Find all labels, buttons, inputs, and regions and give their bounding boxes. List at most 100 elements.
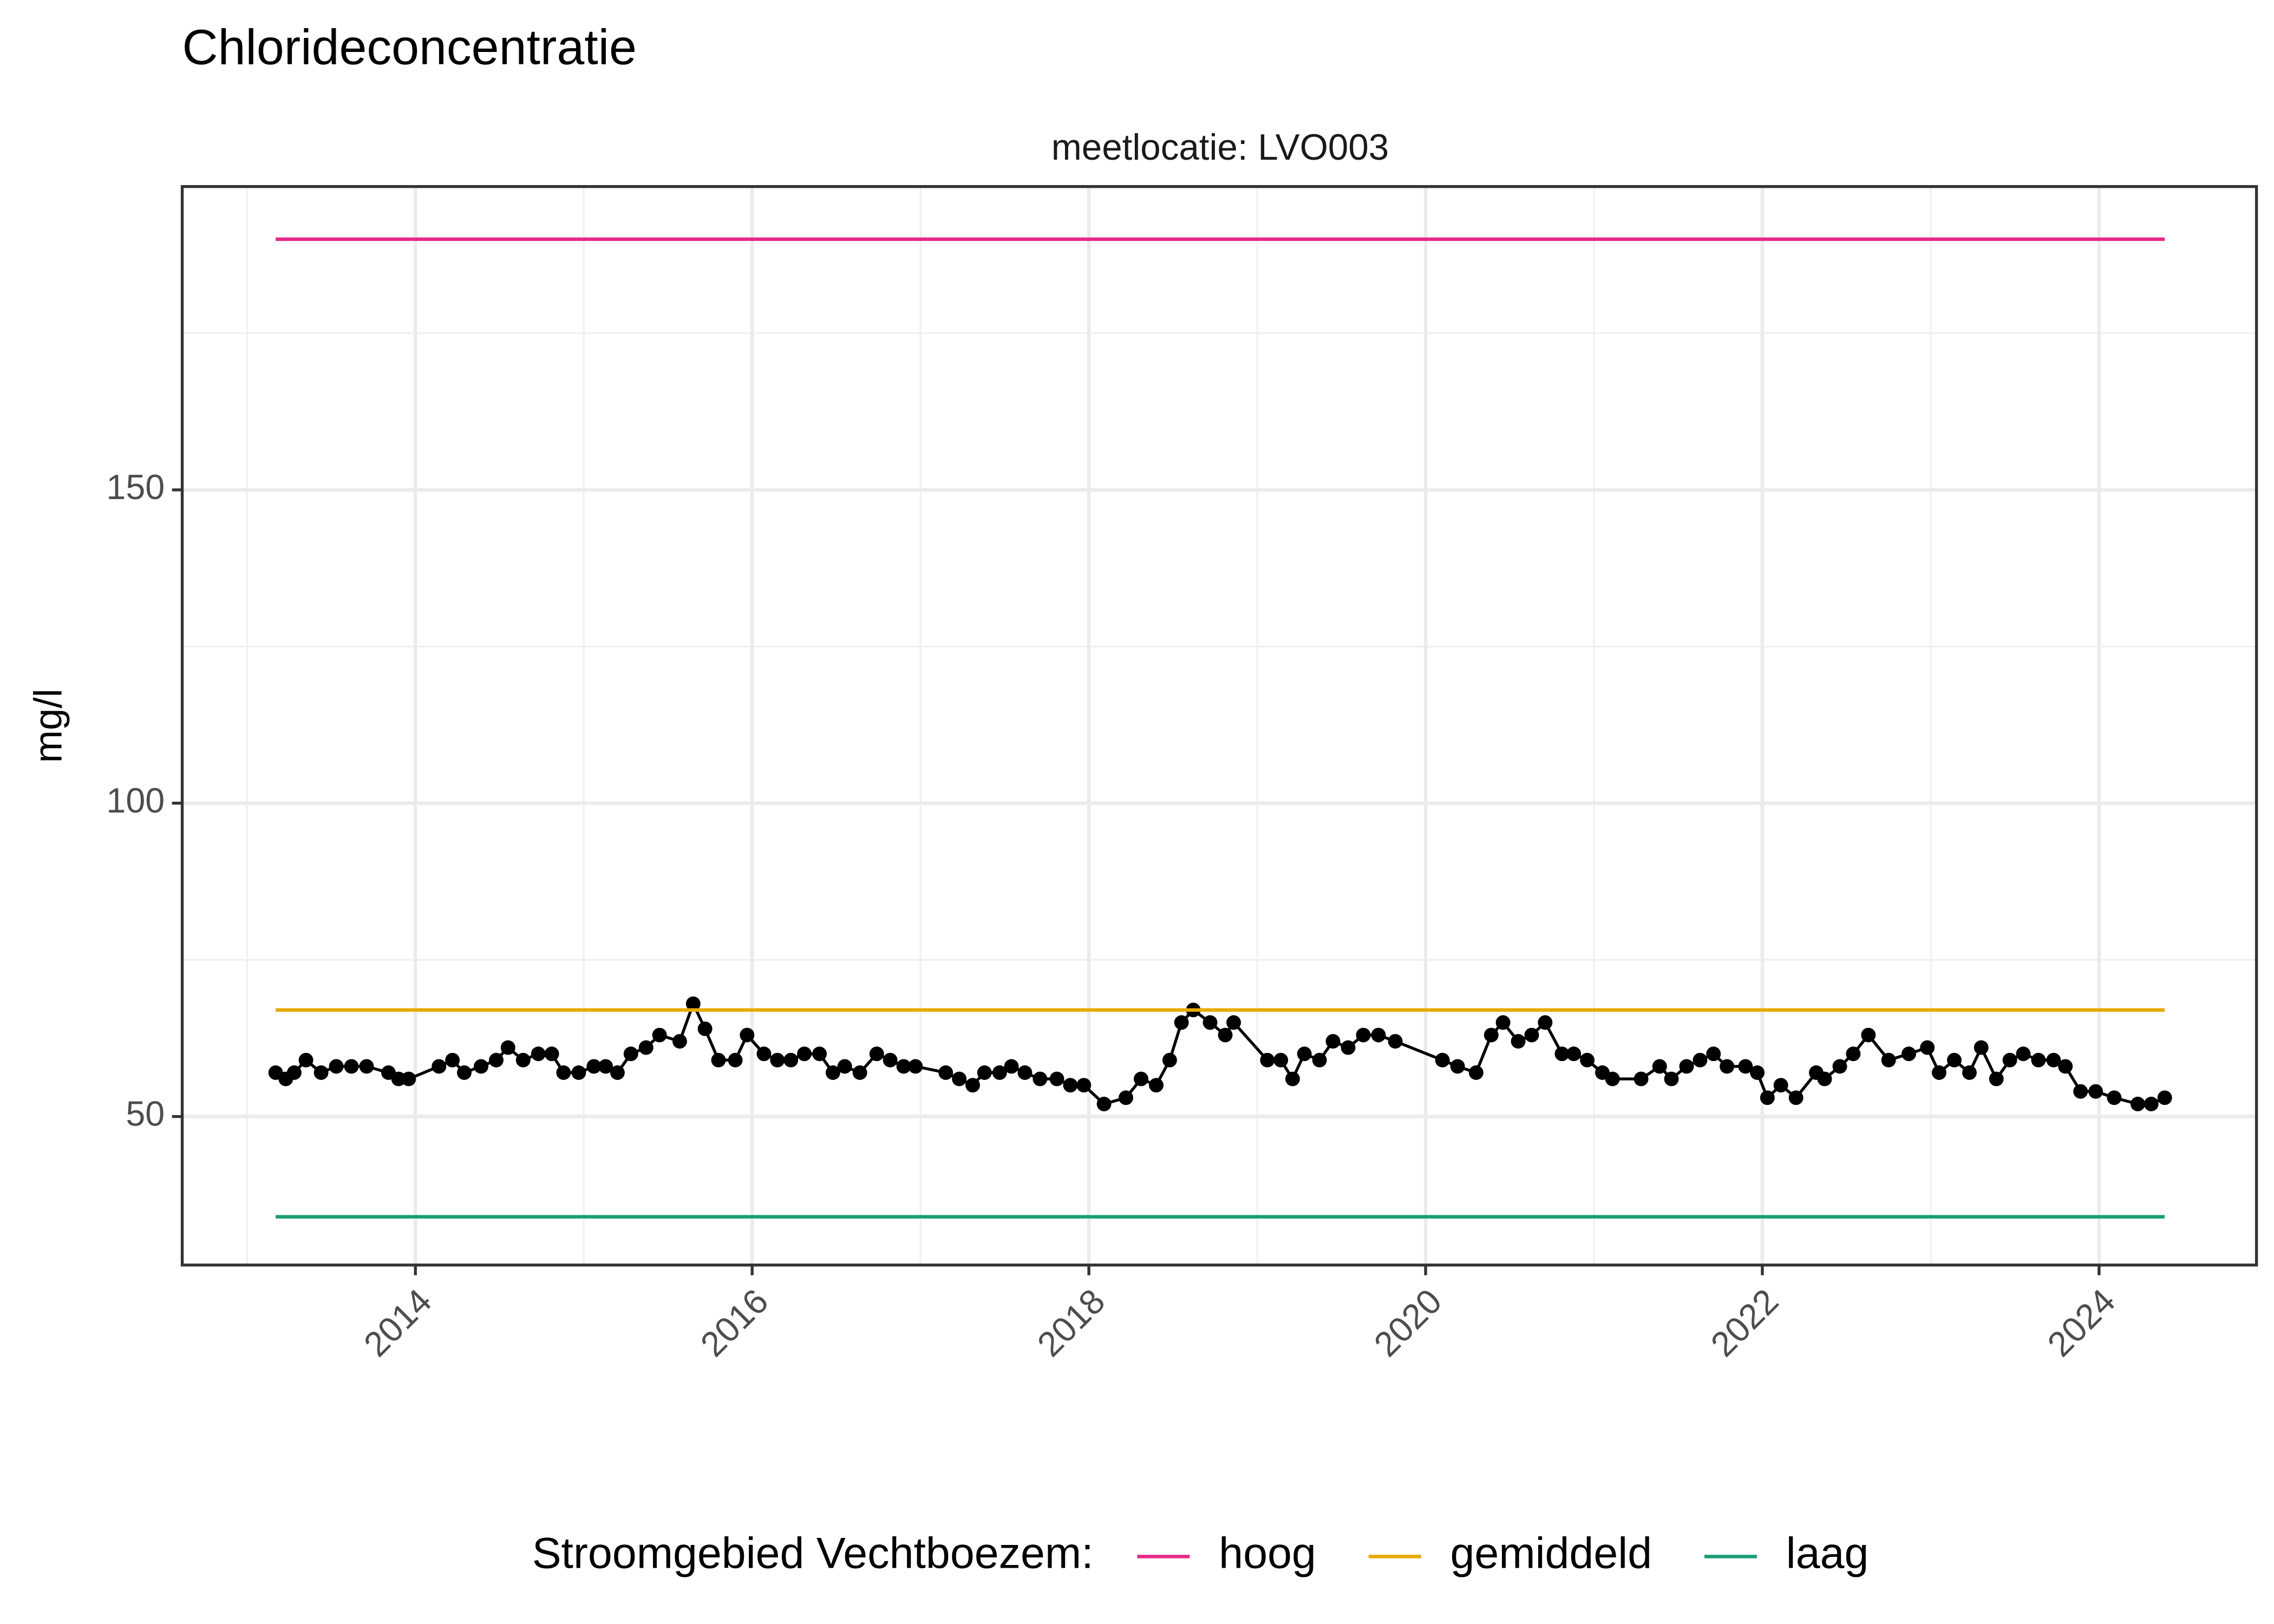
data-point xyxy=(685,996,701,1011)
data-point xyxy=(825,1065,840,1080)
facet-label: meetlocatie: LVO003 xyxy=(1051,127,1389,168)
data-point xyxy=(1633,1071,1649,1086)
data-point xyxy=(965,1078,981,1093)
data-point xyxy=(1495,1015,1511,1030)
data-point xyxy=(2016,1046,2031,1062)
data-point xyxy=(952,1071,967,1086)
data-point xyxy=(586,1059,602,1074)
legend-label: gemiddeld xyxy=(1450,1529,1652,1578)
data-point xyxy=(1706,1046,1721,1062)
data-point xyxy=(783,1052,799,1068)
data-point xyxy=(1524,1027,1539,1043)
data-point xyxy=(1119,1090,1133,1105)
data-point xyxy=(1861,1027,1876,1043)
data-point xyxy=(1580,1052,1595,1068)
data-point xyxy=(938,1065,953,1080)
data-point xyxy=(2046,1052,2061,1068)
data-point xyxy=(1134,1071,1148,1086)
data-point xyxy=(456,1065,472,1080)
data-point xyxy=(610,1065,625,1080)
data-point xyxy=(740,1027,755,1043)
data-point xyxy=(1566,1046,1582,1062)
data-point xyxy=(2107,1090,2122,1105)
data-point xyxy=(652,1027,667,1043)
data-point xyxy=(1605,1071,1620,1086)
data-point xyxy=(1664,1071,1679,1086)
legend-item: hoog xyxy=(1137,1529,1316,1578)
data-point xyxy=(1341,1040,1356,1055)
legend-title: Stroomgebied Vechtboezem: xyxy=(532,1529,1094,1578)
data-point xyxy=(1162,1052,1177,1068)
data-point xyxy=(500,1040,515,1055)
data-point xyxy=(515,1052,531,1068)
data-point xyxy=(359,1059,374,1074)
data-point xyxy=(1652,1059,1667,1074)
data-point xyxy=(298,1052,313,1068)
data-point xyxy=(812,1046,827,1062)
data-point xyxy=(977,1065,992,1080)
data-point xyxy=(1484,1027,1499,1043)
legend-label: laag xyxy=(1786,1529,1869,1578)
data-point xyxy=(1435,1052,1450,1068)
data-point xyxy=(1832,1059,1847,1074)
data-point xyxy=(432,1059,447,1074)
data-point xyxy=(2073,1084,2088,1099)
y-tick-label: 50 xyxy=(126,1095,165,1134)
chart-title: Chlorideconcentratie xyxy=(182,19,637,75)
data-point xyxy=(1388,1034,1403,1049)
data-point xyxy=(1750,1065,1765,1080)
data-point xyxy=(531,1046,546,1062)
data-point xyxy=(1932,1065,1946,1080)
data-point xyxy=(1203,1015,1218,1030)
data-point xyxy=(1325,1034,1341,1049)
data-point xyxy=(1989,1071,2004,1086)
data-point xyxy=(1260,1052,1275,1068)
data-point xyxy=(2088,1084,2103,1099)
data-point xyxy=(329,1059,344,1074)
x-tick-label: 2020 xyxy=(1367,1281,1449,1364)
data-point xyxy=(869,1046,884,1062)
data-point xyxy=(883,1052,898,1068)
data-point xyxy=(1226,1015,1241,1030)
data-point xyxy=(1004,1059,1019,1074)
data-point xyxy=(770,1052,785,1068)
data-point xyxy=(697,1021,713,1036)
data-point xyxy=(1285,1071,1300,1086)
panel-border xyxy=(180,185,2258,1267)
data-point xyxy=(1554,1046,1570,1062)
data-point xyxy=(401,1071,416,1086)
data-point xyxy=(598,1059,613,1074)
x-tick-label: 2016 xyxy=(693,1281,776,1364)
y-tick-label: 150 xyxy=(106,468,165,507)
data-point xyxy=(556,1065,571,1080)
y-axis-label: mg/l xyxy=(26,689,70,763)
data-point xyxy=(672,1034,687,1049)
data-point xyxy=(1947,1052,1962,1068)
data-point xyxy=(1538,1015,1553,1030)
data-point xyxy=(344,1059,359,1074)
data-point xyxy=(623,1046,638,1062)
legend-item: laag xyxy=(1704,1529,1868,1578)
data-point xyxy=(711,1052,726,1068)
x-tick-label: 2018 xyxy=(1030,1281,1113,1364)
data-point xyxy=(1817,1071,1832,1086)
data-point xyxy=(728,1052,743,1068)
data-point xyxy=(1920,1040,1935,1055)
data-point xyxy=(1049,1071,1064,1086)
data-point xyxy=(908,1059,923,1074)
data-point xyxy=(797,1046,812,1062)
data-point xyxy=(313,1065,329,1080)
data-point xyxy=(1738,1059,1753,1074)
data-point xyxy=(1901,1046,1916,1062)
data-point xyxy=(1450,1059,1465,1074)
data-point xyxy=(1149,1078,1164,1093)
data-point xyxy=(638,1040,654,1055)
data-point xyxy=(1076,1078,1092,1093)
data-point xyxy=(1881,1052,1896,1068)
data-point xyxy=(1468,1065,1484,1080)
data-point xyxy=(2058,1059,2073,1074)
data-point xyxy=(544,1046,559,1062)
data-point xyxy=(1033,1071,1048,1086)
legend-item: gemiddeld xyxy=(1368,1529,1652,1578)
data-point xyxy=(1720,1059,1735,1074)
